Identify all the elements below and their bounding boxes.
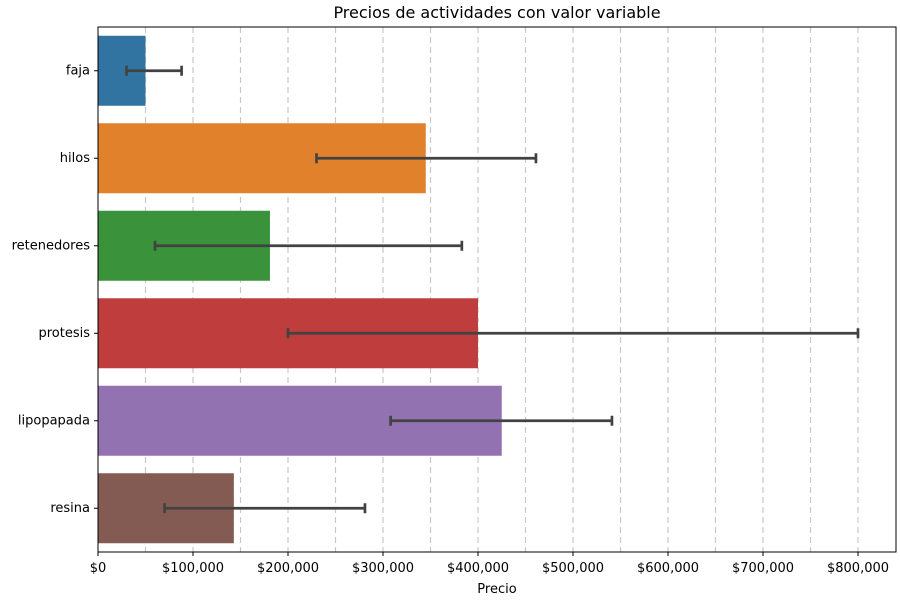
x-tick-label: $800,000 [827, 561, 889, 576]
x-tick-label: $100,000 [162, 561, 224, 576]
x-tick-label: $700,000 [732, 561, 794, 576]
x-tick-label: $0 [90, 561, 107, 576]
bars [98, 35, 502, 544]
y-tick-label: lipopapada [18, 413, 90, 428]
x-tick-label: $500,000 [542, 561, 604, 576]
grid-lines [144, 27, 859, 552]
y-axis-ticks: faja hilos retenedores protesis lipopapada re… [12, 63, 98, 516]
y-tick-label: retenedores [12, 238, 91, 253]
y-tick-label: resina [50, 501, 90, 516]
x-tick-label: $200,000 [257, 561, 319, 576]
chart-title: Precios de actividades con valor variabl… [333, 3, 660, 22]
y-tick-label: hilos [60, 151, 90, 166]
x-tick-label: $400,000 [447, 561, 509, 576]
error-bars [125, 65, 860, 514]
plot-frame [97, 26, 897, 553]
y-tick-label: faja [66, 63, 90, 78]
y-tick-label: protesis [38, 326, 90, 341]
x-axis-title: Precio [477, 582, 516, 597]
x-tick-label: $300,000 [352, 561, 414, 576]
x-axis-ticks: $0 $100,000 $200,000 $300,000 $400,000 $500,0… [90, 552, 889, 576]
x-tick-label: $600,000 [637, 561, 699, 576]
